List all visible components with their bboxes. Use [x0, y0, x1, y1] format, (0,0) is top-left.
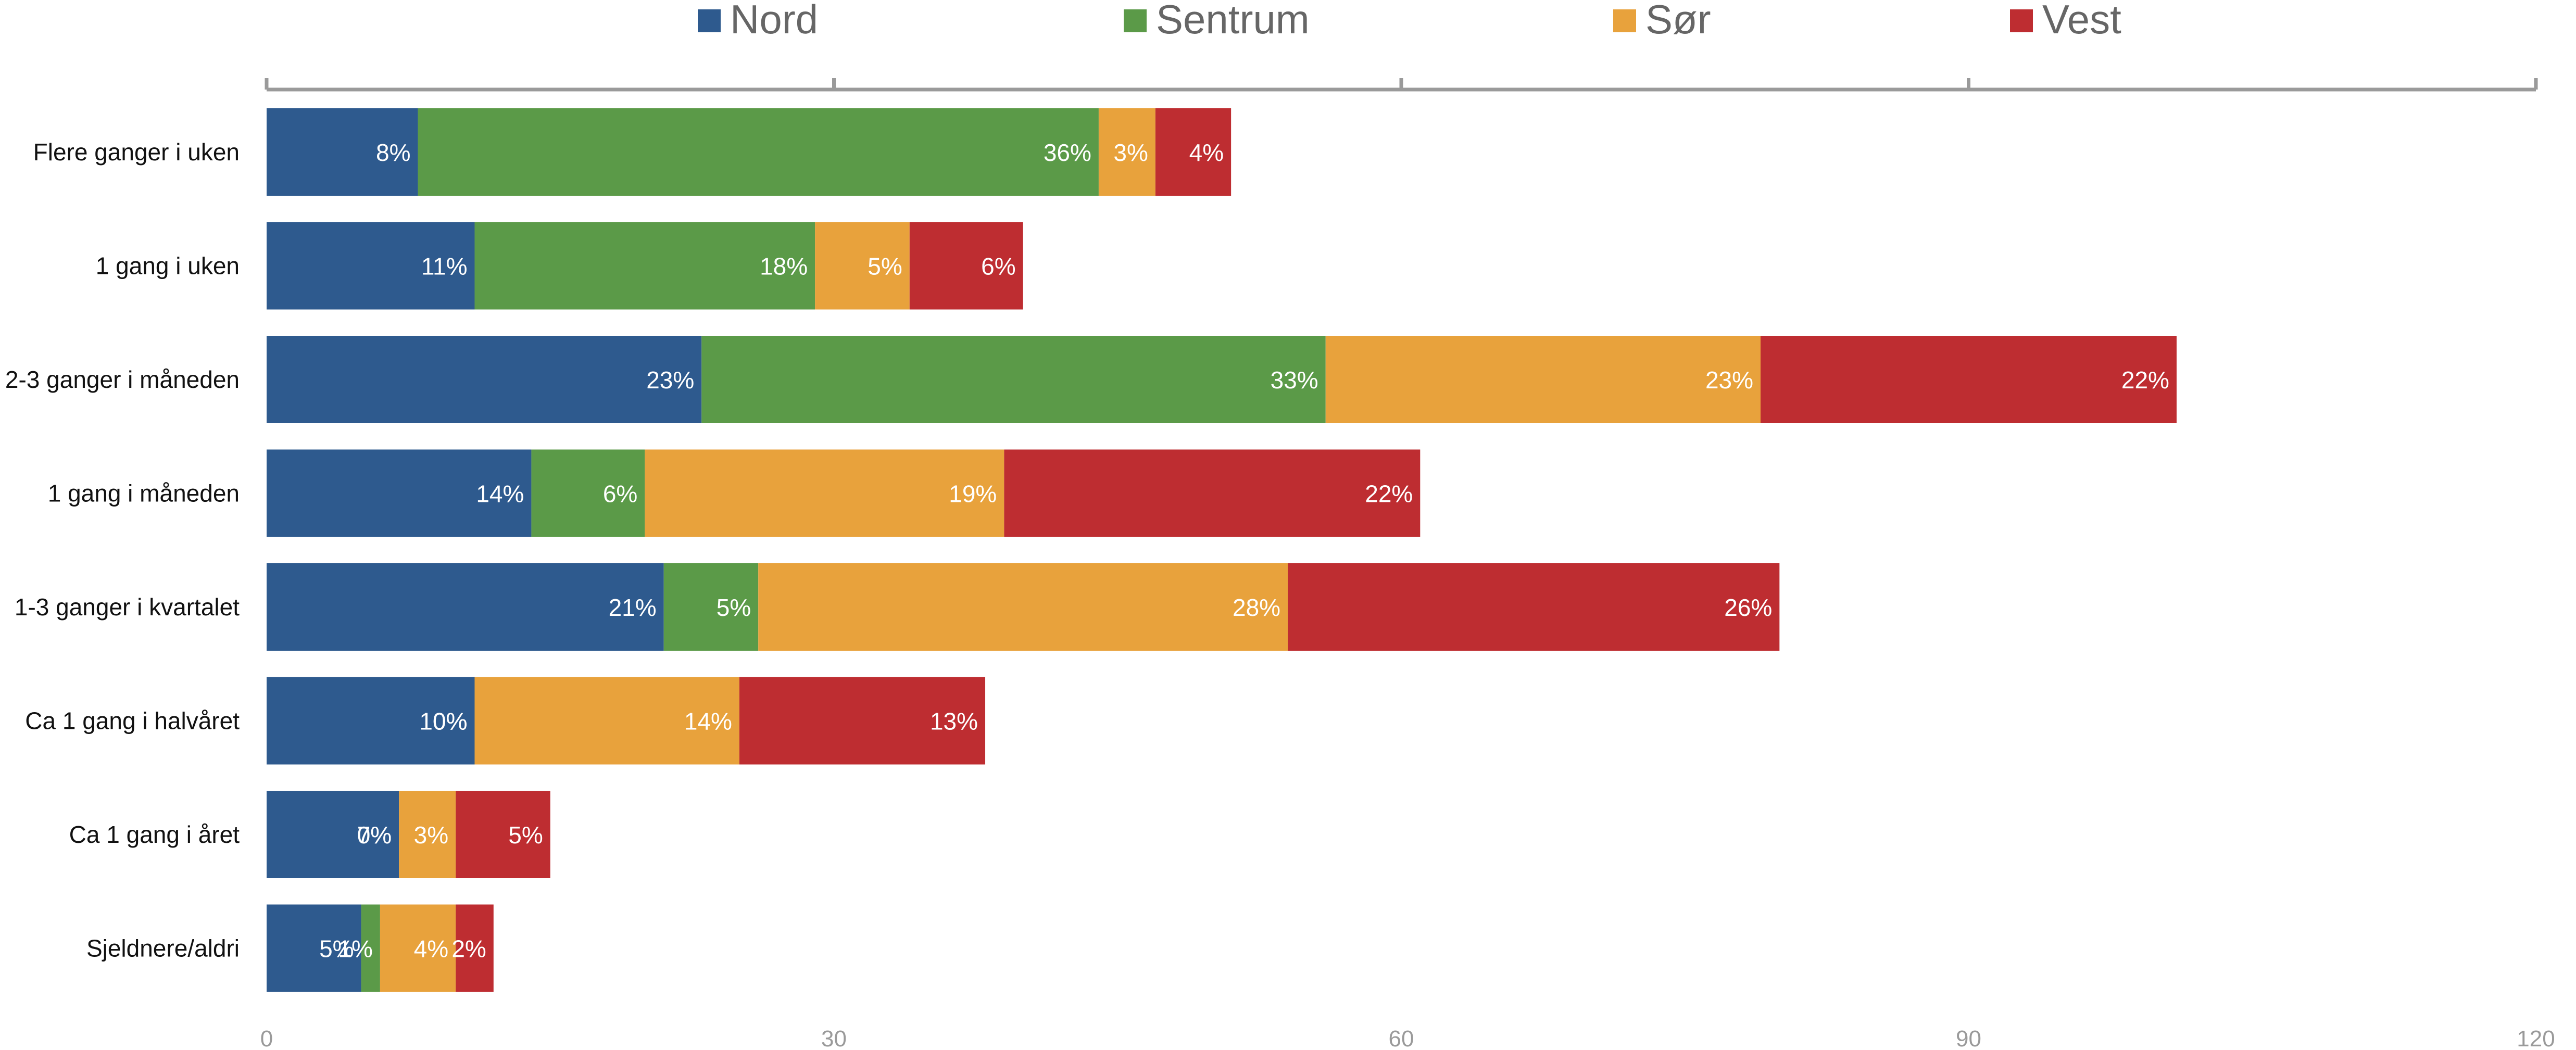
bar-vest-1 — [909, 222, 1023, 310]
bar-vest-5 — [739, 677, 986, 765]
category-label-4: 1-3 ganger i kvartalet — [15, 593, 240, 621]
data-label-vest-0: 4% — [1189, 139, 1224, 166]
legend-label-nord: Nord — [730, 0, 818, 42]
bar-vest-7 — [456, 904, 494, 992]
bar-vest-0 — [1155, 108, 1232, 196]
bar-nord-3 — [267, 449, 532, 537]
data-label-sør-4: 28% — [1233, 594, 1280, 621]
legend-label-sentrum: Sentrum — [1156, 0, 1310, 42]
bar-nord-7 — [267, 904, 361, 992]
legend-swatch-sør — [1613, 9, 1636, 32]
data-label-sentrum-3: 6% — [603, 480, 637, 508]
data-label-vest-6: 5% — [508, 821, 543, 849]
category-label-0: Flere ganger i uken — [33, 138, 240, 166]
data-label-sentrum-5: 0% — [433, 708, 467, 735]
bar-nord-5 — [267, 677, 475, 765]
category-label-3: 1 gang i måneden — [48, 480, 240, 507]
bar-sentrum-2 — [701, 336, 1326, 423]
data-label-sør-5: 14% — [684, 708, 732, 735]
x-tick-label-30: 30 — [821, 1026, 847, 1050]
legend-swatch-nord — [698, 9, 721, 32]
data-label-nord-7: 5% — [319, 935, 354, 963]
bar-nord-2 — [267, 336, 702, 423]
bar-vest-2 — [1761, 336, 2177, 423]
data-label-sentrum-1: 18% — [760, 253, 808, 280]
data-label-sentrum-2: 33% — [1271, 366, 1318, 394]
bar-nord-0 — [267, 108, 418, 196]
bar-sør-6 — [399, 791, 456, 878]
data-label-vest-1: 6% — [981, 253, 1015, 280]
data-label-nord-3: 14% — [476, 480, 524, 508]
data-label-sentrum-4: 5% — [717, 594, 751, 621]
category-label-6: Ca 1 gang i året — [69, 821, 240, 848]
bar-sør-4 — [758, 563, 1288, 651]
data-label-sør-0: 3% — [1113, 139, 1148, 166]
data-label-sør-1: 5% — [868, 253, 902, 280]
bar-nord-6 — [267, 791, 399, 878]
x-tick-label-120: 120 — [2517, 1026, 2555, 1050]
category-label-1: 1 gang i uken — [96, 252, 240, 280]
bar-sentrum-4 — [663, 563, 759, 651]
bar-sør-3 — [645, 449, 1004, 537]
bar-sentrum-7 — [361, 904, 380, 992]
legend-swatch-sentrum — [1124, 9, 1147, 32]
legend-swatch-vest — [2010, 9, 2033, 32]
bar-sør-0 — [1098, 108, 1155, 196]
data-label-vest-5: 13% — [930, 708, 978, 735]
bar-sør-5 — [474, 677, 739, 765]
bar-sør-7 — [380, 904, 456, 992]
data-label-nord-5: 10% — [419, 708, 467, 735]
x-tick-label-60: 60 — [1389, 1026, 1414, 1050]
data-label-sør-7: 4% — [414, 935, 448, 963]
data-label-sør-6: 3% — [414, 821, 448, 849]
bar-nord-1 — [267, 222, 475, 310]
data-label-sentrum-7: 1% — [338, 935, 372, 963]
category-label-2: 2-3 ganger i måneden — [5, 366, 240, 393]
legend-label-sør: Sør — [1645, 0, 1711, 42]
data-label-vest-7: 2% — [451, 935, 486, 963]
bar-sentrum-0 — [418, 108, 1099, 196]
category-label-7: Sjeldnere/aldri — [86, 935, 240, 962]
data-label-nord-2: 23% — [646, 366, 694, 394]
bar-vest-6 — [456, 791, 550, 878]
data-label-vest-4: 26% — [1724, 594, 1772, 621]
bar-vest-3 — [1004, 449, 1421, 537]
data-label-sør-2: 23% — [1705, 366, 1753, 394]
bar-sør-2 — [1325, 336, 1761, 423]
bar-vest-4 — [1288, 563, 1780, 651]
data-label-nord-0: 8% — [376, 139, 410, 166]
bar-nord-4 — [267, 563, 664, 651]
legend-label-vest: Vest — [2042, 0, 2121, 42]
data-label-nord-6: 0% — [357, 821, 392, 849]
data-label-nord-1: 11% — [421, 253, 468, 280]
bar-sentrum-1 — [474, 222, 815, 310]
bar-sør-1 — [815, 222, 910, 310]
data-label-nord-4: 21% — [609, 594, 657, 621]
data-label-vest-3: 22% — [1365, 480, 1413, 508]
x-tick-label-90: 90 — [1956, 1026, 1981, 1050]
data-label-sentrum-0: 36% — [1044, 139, 1091, 166]
x-tick-label-0: 0 — [260, 1026, 273, 1050]
data-label-sentrum-6: 7% — [357, 821, 392, 849]
data-label-vest-2: 22% — [2121, 366, 2169, 394]
data-label-sør-3: 19% — [949, 480, 997, 508]
bar-sentrum-3 — [531, 449, 645, 537]
category-label-5: Ca 1 gang i halvåret — [25, 707, 240, 735]
